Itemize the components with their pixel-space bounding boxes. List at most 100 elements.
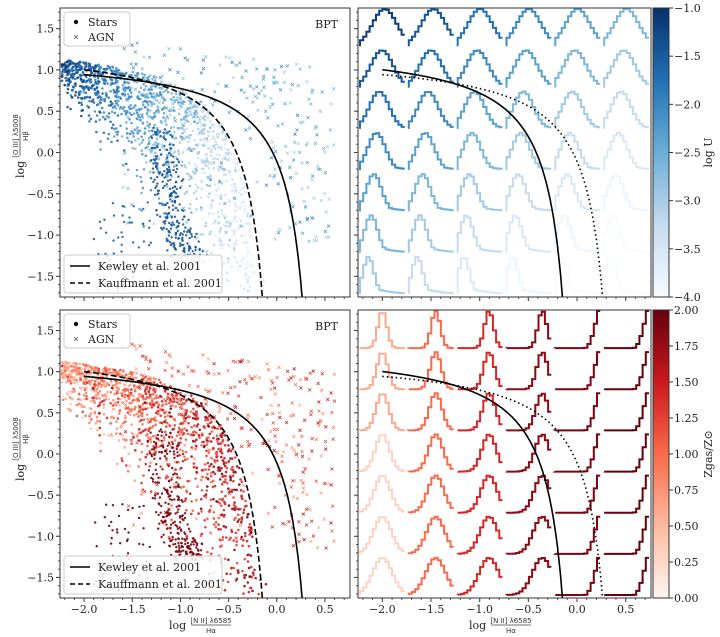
star-point xyxy=(185,135,188,139)
star-point xyxy=(237,191,240,194)
star-point xyxy=(242,200,245,204)
star-point xyxy=(98,110,101,113)
agn-point xyxy=(317,409,321,413)
star-point xyxy=(168,168,171,172)
star-point xyxy=(229,478,232,482)
star-point xyxy=(170,466,174,470)
star-point xyxy=(128,216,131,219)
star-point xyxy=(229,476,232,480)
star-point xyxy=(171,221,174,224)
star-point xyxy=(223,138,227,141)
star-point xyxy=(69,107,72,111)
agn-point xyxy=(185,58,190,62)
star-point xyxy=(242,257,246,260)
star-point xyxy=(141,222,144,226)
agn-point xyxy=(281,521,285,526)
star-point xyxy=(186,432,190,436)
star-point xyxy=(153,453,156,457)
star-point xyxy=(189,410,193,413)
star-point xyxy=(170,216,174,219)
agn-point xyxy=(302,537,306,542)
star-point xyxy=(88,81,92,84)
star-point xyxy=(195,425,199,428)
colorbar-tick-label: 1.00 xyxy=(674,448,699,461)
star-point xyxy=(94,521,97,524)
agn-point xyxy=(325,397,330,402)
star-point xyxy=(210,206,213,209)
star-point xyxy=(98,411,101,415)
agn-point xyxy=(127,451,131,456)
star-point xyxy=(215,437,219,441)
agn-point xyxy=(172,485,177,489)
star-point xyxy=(110,126,114,130)
star-point xyxy=(115,528,119,531)
star-point xyxy=(206,485,209,488)
star-point xyxy=(246,515,249,519)
star-point xyxy=(208,232,211,236)
star-point xyxy=(157,197,161,200)
star-point xyxy=(91,84,94,88)
star-point xyxy=(64,397,67,401)
star-point xyxy=(96,373,100,377)
star-point xyxy=(237,168,241,172)
star-point xyxy=(120,394,124,398)
star-point xyxy=(182,397,186,401)
agn-point xyxy=(213,89,217,94)
agn-point xyxy=(322,517,326,522)
star-point xyxy=(204,221,208,225)
star-point xyxy=(87,78,91,81)
star-point xyxy=(232,503,236,507)
colorbar-BR: 2.001.751.501.251.000.750.500.250.00Zgas… xyxy=(652,304,715,605)
star-point xyxy=(92,366,96,369)
star-point xyxy=(140,481,143,485)
star-point xyxy=(251,589,254,593)
star-point xyxy=(153,419,157,422)
star-point xyxy=(160,143,164,146)
star-point xyxy=(93,110,97,113)
star-point xyxy=(120,92,124,96)
agn-point xyxy=(308,388,312,392)
star-point xyxy=(195,438,198,442)
star-point xyxy=(229,174,232,178)
agn-point xyxy=(331,87,336,91)
star-point xyxy=(174,236,177,239)
star-point xyxy=(146,417,149,421)
agn-point xyxy=(276,123,280,128)
agn-point xyxy=(298,377,303,382)
star-point xyxy=(87,86,91,89)
star-point xyxy=(234,184,237,188)
agn-point xyxy=(246,114,251,119)
star-point xyxy=(150,159,153,162)
star-point xyxy=(185,535,189,538)
star-point xyxy=(126,136,129,140)
agn-point xyxy=(204,402,208,406)
star-point xyxy=(200,510,203,513)
star-point xyxy=(208,212,211,215)
star-point xyxy=(102,406,105,409)
star-point xyxy=(110,386,114,390)
star-point xyxy=(224,193,227,197)
star-point xyxy=(159,414,162,418)
star-point xyxy=(226,580,230,584)
agn-point xyxy=(313,126,318,130)
star-point xyxy=(89,71,93,75)
agn-point xyxy=(280,454,284,458)
star-point xyxy=(210,430,214,433)
star-point xyxy=(179,90,182,93)
star-point xyxy=(159,153,163,156)
agn-point xyxy=(206,357,211,361)
star-point xyxy=(214,525,217,529)
agn-point xyxy=(163,162,168,167)
star-point xyxy=(116,400,120,404)
agn-point xyxy=(208,388,213,393)
star-point xyxy=(166,492,170,496)
histogram-curve xyxy=(554,351,601,391)
star-point xyxy=(171,521,175,525)
star-point xyxy=(136,132,139,135)
agn-point xyxy=(185,111,189,115)
histogram-curve xyxy=(603,257,649,295)
star-point xyxy=(242,287,246,291)
agn-point xyxy=(307,457,311,461)
